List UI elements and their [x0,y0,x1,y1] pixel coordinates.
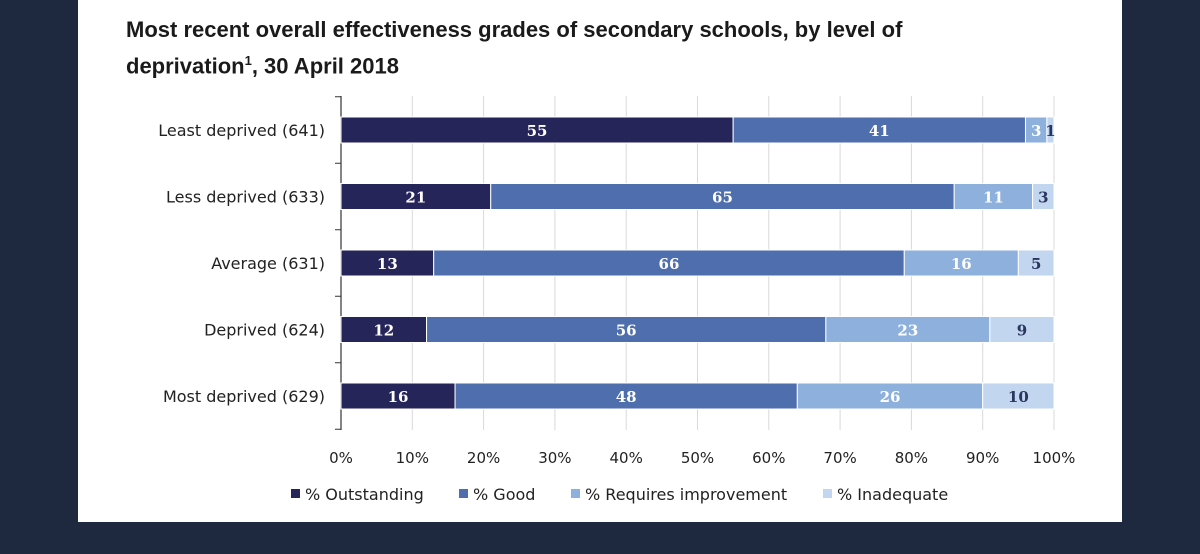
bar-value-label: 9 [1017,322,1027,340]
bar-segment [454,382,798,410]
bar-segment [825,316,991,343]
bar-segment [490,183,955,210]
category-label: Average (631) [211,254,325,273]
bar-value-label: 16 [951,255,972,273]
bar-segment [426,316,827,343]
bar-segment [989,316,1055,343]
legend-swatch [571,489,580,498]
bar-value-label: 1 [1045,122,1055,140]
legend-swatch [823,489,832,498]
category-label: Least deprived (641) [158,121,325,140]
category-label: Most deprived (629) [163,387,325,406]
bar-value-label: 5 [1031,255,1041,273]
x-tick-label: 40% [610,449,643,467]
bar-value-label: 11 [983,189,1004,207]
bar-value-label: 26 [880,388,901,406]
title-main: Most recent overall effectiveness grades… [126,17,903,79]
legend-swatch [291,489,300,498]
bar-segment [340,183,492,210]
legend-label: % Inadequate [837,485,948,504]
legend-swatch [459,489,468,498]
bar-value-label: 13 [377,255,398,273]
x-tick-label: 0% [329,449,353,467]
x-tick-label: 90% [966,449,999,467]
x-tick-label: 100% [1033,449,1076,467]
x-tick-label: 20% [467,449,500,467]
bar-value-label: 16 [388,388,409,406]
legend-label: % Outstanding [305,485,424,504]
x-tick-label: 50% [681,449,714,467]
bar-segment [732,116,1026,144]
category-label: Deprived (624) [204,321,325,340]
legend-label: % Good [473,485,535,504]
x-tick-label: 60% [752,449,785,467]
chart-card: Most recent overall effectiveness grades… [78,0,1122,522]
stacked-bar-chart: 0% 10% 20% 30% 40% 50% 60% 70% 80% 90% 100% Least d… [158,96,1076,504]
bar-segment [1046,116,1055,144]
legend-label: % Requires improvement [585,485,787,504]
title-footnote: 1 [244,53,252,68]
title-date: , 30 April 2018 [251,53,399,79]
x-tick-label: 80% [895,449,928,467]
bar-segment [433,249,905,277]
bar-value-label: 21 [405,189,426,207]
bar-value-label: 23 [897,322,918,340]
bar-segment [1017,249,1055,277]
chart-title: Most recent overall effectiveness grades… [126,14,1026,81]
bar-segment [1032,183,1055,210]
bar-value-label: 66 [659,255,680,273]
category-label: Less deprived (633) [166,188,325,207]
bar-value-label: 56 [616,322,637,340]
bar-segment [340,382,456,410]
bar-value-label: 10 [1008,388,1029,406]
x-tick-label: 70% [823,449,856,467]
bar-value-label: 48 [616,388,637,406]
bar-value-label: 12 [373,322,394,340]
bar-value-label: 41 [869,122,890,140]
bar-value-label: 55 [527,122,548,140]
bar-value-label: 3 [1038,189,1048,207]
bar-segment [953,183,1034,210]
bar-segment [982,382,1055,410]
bar-value-label: 3 [1031,122,1041,140]
bar-value-label: 65 [712,189,733,207]
x-tick-label: 30% [538,449,571,467]
x-tick-label: 10% [396,449,429,467]
bar-segment [796,382,984,410]
